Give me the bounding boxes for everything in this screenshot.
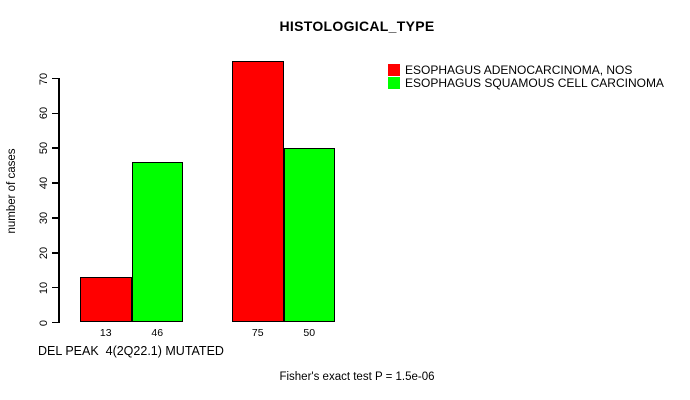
legend-swatch-icon	[388, 63, 400, 76]
y-axis-tick	[51, 112, 59, 115]
bar-value-label: 13	[99, 327, 112, 339]
bar-group2-series1	[232, 61, 284, 323]
y-axis-tick	[51, 77, 59, 80]
x-axis-title: DEL PEAK 4(2Q22.1) MUTATED	[38, 344, 224, 358]
bar-value-label: 50	[303, 327, 316, 339]
fisher-test-annotation: Fisher's exact test P = 1.5e-06	[279, 371, 435, 383]
y-axis-tick	[51, 182, 59, 184]
legend: ESOPHAGUS ADENOCARCINOMA, NOS ESOPHAGUS S…	[388, 63, 664, 90]
legend-label: ESOPHAGUS SQUAMOUS CELL CARCINOMA	[405, 76, 664, 91]
y-axis-tick	[51, 286, 59, 289]
y-axis-tick	[51, 217, 59, 219]
bar-value-label: 46	[151, 327, 164, 339]
y-tick-label: 50	[38, 142, 50, 155]
y-tick-label: 20	[38, 246, 50, 259]
y-axis-tick	[51, 321, 59, 324]
legend-row: ESOPHAGUS ADENOCARCINOMA, NOS	[388, 63, 664, 77]
chart-title: HISTOLOGICAL_TYPE	[279, 18, 435, 34]
y-tick-label: 40	[38, 176, 50, 190]
y-tick-label: 10	[38, 281, 50, 294]
bar-value-label: 75	[251, 327, 264, 339]
y-axis-tick	[51, 252, 59, 254]
bar-group2-series2	[283, 148, 335, 323]
y-tick-label: 70	[38, 72, 50, 85]
y-axis-tick	[51, 147, 59, 149]
y-axis-line	[58, 78, 60, 323]
y-tick-label: 0	[38, 319, 50, 326]
bar-group1-series2	[131, 162, 183, 323]
bar-group1-series1	[80, 277, 132, 323]
legend-row: ESOPHAGUS SQUAMOUS CELL CARCINOMA	[388, 76, 664, 91]
legend-swatch-icon	[388, 77, 400, 90]
y-axis-title: number of cases	[6, 148, 18, 234]
y-tick-label: 30	[38, 211, 50, 225]
y-tick-label: 60	[38, 107, 50, 120]
legend-label: ESOPHAGUS ADENOCARCINOMA, NOS	[405, 62, 633, 77]
